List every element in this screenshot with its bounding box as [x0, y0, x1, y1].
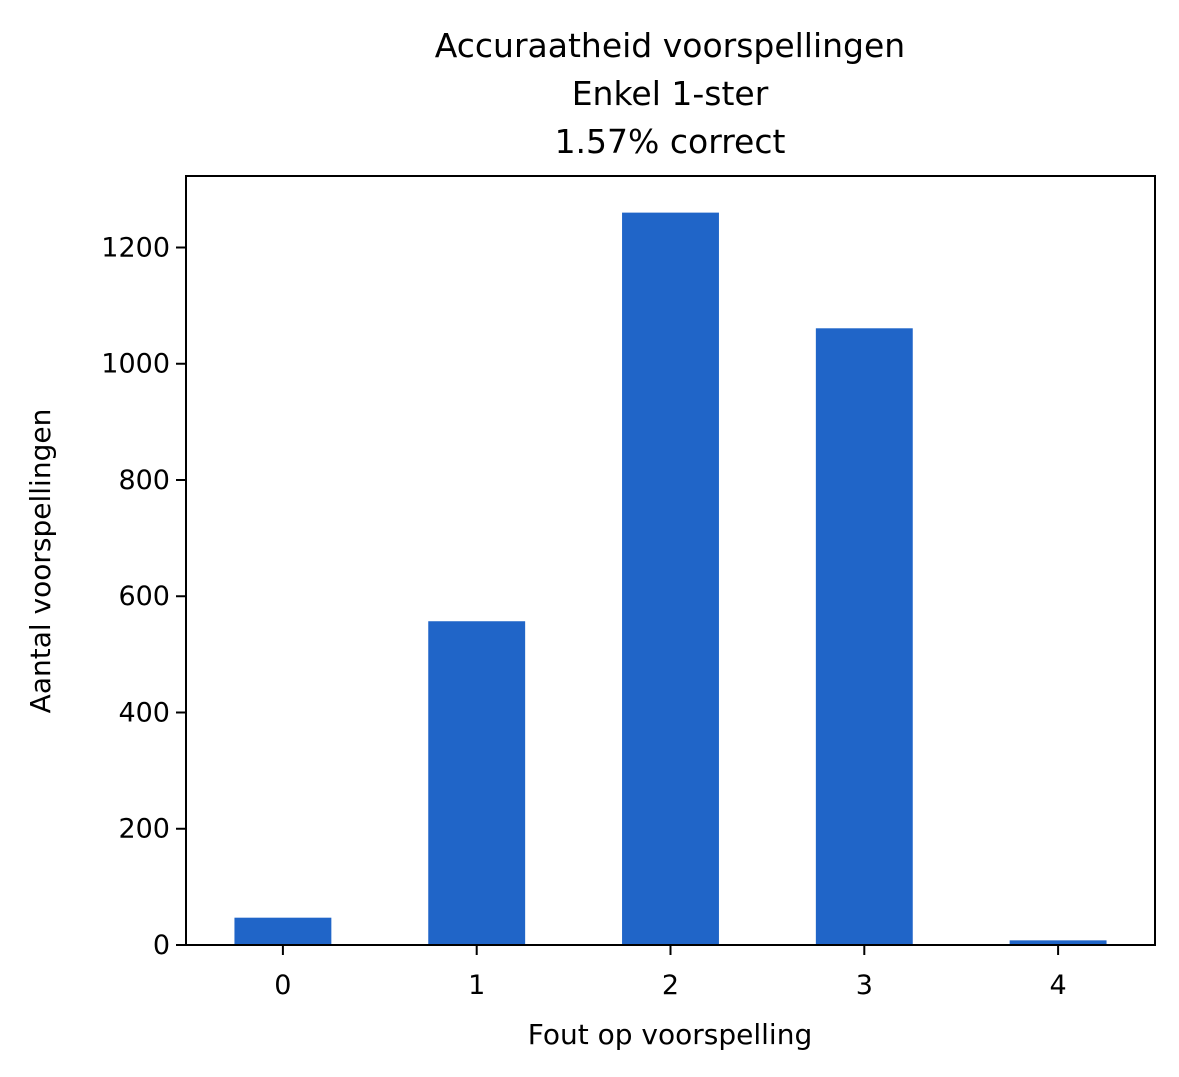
y-axis-title: Aantal voorspellingen: [24, 409, 57, 714]
chart-title-line-3: 1.57% correct: [555, 122, 786, 161]
x-tick-label: 4: [1050, 970, 1067, 1001]
x-axis-title: Fout op voorspelling: [528, 1018, 812, 1051]
y-tick-label: 0: [153, 930, 170, 961]
bars-group: [234, 212, 1107, 946]
x-tick-label: 3: [856, 970, 873, 1001]
y-tick-label: 1000: [101, 349, 170, 380]
bar-2: [622, 212, 719, 946]
x-tick-label: 0: [274, 970, 291, 1001]
y-tick-label: 400: [118, 697, 170, 728]
bar-1: [428, 621, 526, 945]
x-axis: 0 1 2 3 4: [274, 945, 1067, 1001]
plot-frame: [185, 175, 1156, 946]
y-tick-label: 800: [118, 465, 170, 496]
bar-0: [234, 917, 332, 945]
chart-title-line-1: Accuraatheid voorspellingen: [435, 26, 905, 65]
x-tick-label: 1: [468, 970, 485, 1001]
chart-title-line-2: Enkel 1-ster: [572, 74, 769, 113]
x-tick-label: 2: [662, 970, 679, 1001]
y-tick-label: 600: [118, 581, 170, 612]
y-axis: 0 200 400 600 800 1000 1200: [101, 232, 186, 961]
y-tick-label: 1200: [101, 232, 170, 263]
y-tick-label: 200: [118, 814, 170, 845]
bar-4: [1009, 940, 1107, 945]
bar-3: [815, 328, 913, 946]
